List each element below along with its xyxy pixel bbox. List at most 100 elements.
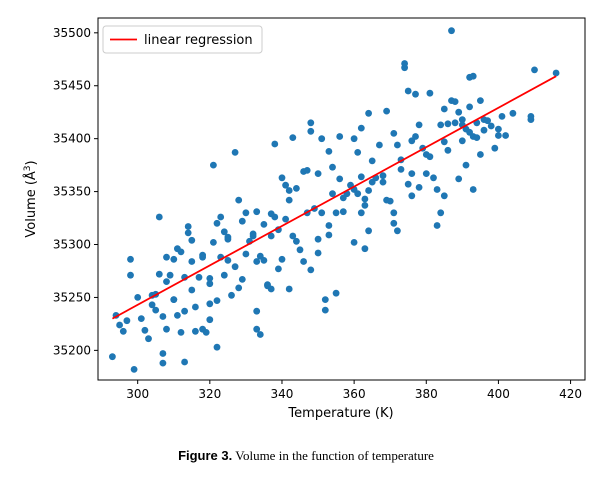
scatter-point — [199, 253, 207, 261]
scatter-point — [397, 166, 405, 173]
scatter-point — [231, 149, 239, 156]
scatter-point — [163, 253, 170, 261]
scatter-point — [339, 208, 347, 216]
scatter-point — [192, 303, 199, 311]
scatter-point — [408, 170, 416, 178]
scatter-point — [159, 313, 167, 320]
scatter-point — [455, 175, 463, 183]
scatter-point — [477, 151, 484, 158]
scatter-point — [307, 119, 315, 127]
scatter-point — [289, 232, 297, 240]
scatter-point — [408, 192, 416, 200]
scatter-point — [217, 213, 225, 221]
scatter-point — [321, 296, 329, 303]
scatter-point — [498, 113, 506, 120]
scatter-point — [253, 307, 261, 315]
scatter-point — [282, 215, 289, 223]
scatter-point — [314, 249, 322, 257]
scatter-point — [127, 255, 134, 263]
y-tick-label: 35400 — [53, 132, 91, 146]
scatter-point — [134, 294, 142, 301]
scatter-point — [426, 89, 434, 97]
scatter-point — [152, 306, 160, 314]
scatter-point — [365, 227, 372, 235]
scatter-point — [148, 301, 156, 309]
scatter-point — [188, 286, 196, 294]
scatter-point — [130, 366, 138, 373]
y-tick-label: 35250 — [53, 290, 91, 304]
y-tick-label: 35350 — [53, 185, 91, 199]
x-axis-label: Temperature (K) — [287, 406, 393, 421]
x-tick-label: 360 — [343, 387, 366, 401]
scatter-point — [267, 285, 275, 293]
scatter-point — [350, 239, 358, 246]
scatter-point — [531, 66, 538, 74]
scatter-point — [235, 284, 243, 292]
scatter-point — [469, 72, 477, 80]
caption-text: Volume in the function of temperature — [235, 448, 434, 463]
scatter-point — [242, 250, 250, 258]
scatter-point — [444, 146, 452, 154]
scatter-point — [426, 153, 434, 161]
scatter-point — [253, 208, 261, 216]
x-tick-label: 400 — [487, 387, 510, 401]
scatter-point — [376, 141, 383, 149]
scatter-point — [170, 255, 178, 263]
scatter-point — [422, 170, 430, 178]
scatter-point — [307, 127, 315, 135]
scatter-point — [394, 227, 401, 235]
scatter-point — [285, 285, 293, 293]
y-axis-label: Volume (Å3) — [23, 160, 39, 237]
scatter-point — [484, 117, 491, 125]
scatter-point — [509, 109, 517, 117]
scatter-point — [336, 133, 344, 140]
scatter-point — [260, 221, 268, 228]
scatter-point — [495, 125, 502, 133]
scatter-point — [206, 316, 214, 324]
scatter-point — [174, 312, 181, 319]
scatter-point — [455, 108, 463, 116]
scatter-point — [495, 132, 502, 139]
scatter-point — [329, 190, 336, 198]
scatter-point — [430, 174, 437, 182]
scatter-point — [415, 121, 423, 129]
scatter-point — [318, 135, 326, 143]
scatter-point — [123, 317, 131, 325]
scatter-point — [206, 280, 214, 288]
scatter-point — [109, 353, 116, 361]
scatter-point — [383, 107, 390, 115]
scatter-point — [314, 170, 322, 178]
scatter-point — [188, 236, 196, 244]
x-tick-label: 420 — [559, 387, 582, 401]
x-tick-label: 320 — [198, 387, 221, 401]
scatter-point — [303, 167, 311, 174]
scatter-point — [368, 157, 376, 165]
scatter-point — [163, 325, 170, 333]
scatter-point — [354, 149, 362, 156]
scatter-point — [415, 184, 423, 191]
scatter-point — [192, 327, 199, 335]
scatter-point — [224, 257, 232, 264]
plot-area-frame — [97, 17, 586, 381]
scatter-point — [285, 196, 293, 204]
regression-line — [111, 75, 557, 320]
scatter-point — [458, 116, 466, 123]
scatter-point — [332, 289, 340, 297]
scatter-point — [466, 103, 473, 111]
scatter-point — [451, 119, 459, 127]
scatter-point — [289, 134, 297, 142]
scatter-point — [127, 271, 134, 279]
scatter-point — [437, 121, 445, 129]
scatter-point — [137, 315, 145, 322]
scatter-point — [357, 173, 365, 181]
scatter-point — [228, 291, 235, 299]
scatter-point — [527, 113, 535, 120]
scatter-point — [213, 343, 221, 351]
scatter-point — [404, 180, 412, 188]
scatter-plot-figure: 300 320 340 360 380 400 420 35200 35250 35300 353… — [23, 17, 586, 421]
scatter-point — [390, 219, 398, 227]
scatter-point — [300, 258, 307, 265]
scatter-point — [141, 326, 149, 334]
scatter-point — [401, 60, 408, 67]
scatter-point — [256, 331, 264, 338]
